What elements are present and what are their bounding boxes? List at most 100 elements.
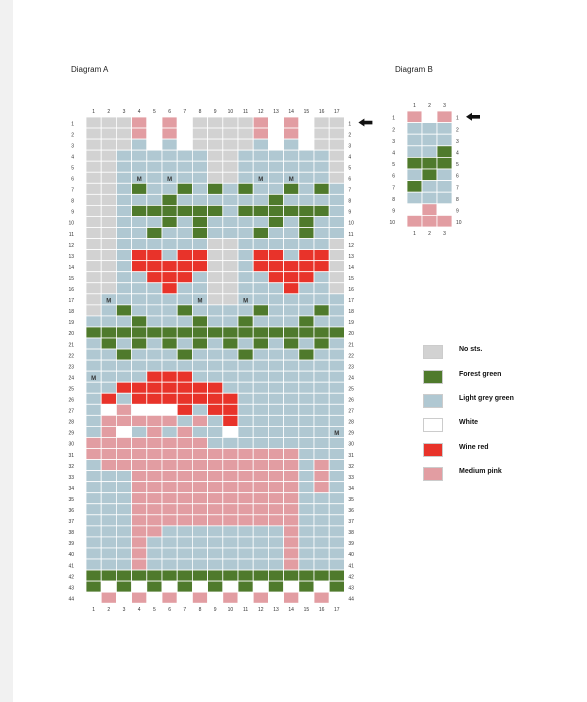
legend-label: No sts. xyxy=(459,346,483,353)
diagram-a-start-arrow-icon xyxy=(358,118,373,127)
diagram-a-right-row-number: 20 xyxy=(348,331,354,337)
diagram-a-left-row-number: 31 xyxy=(68,453,74,459)
legend-swatch-white xyxy=(423,418,443,432)
diagram-a-bottom-stitch-number: 1 xyxy=(92,607,95,613)
diagram-a-left-row-number: 10 xyxy=(68,221,74,227)
diagram-a-right-row-number: 32 xyxy=(348,464,354,470)
diagram-a-left-row-number: 17 xyxy=(68,298,74,304)
diagram-b-stitch-cell xyxy=(406,168,423,182)
marker-m-label: M xyxy=(106,298,111,304)
diagram-b-stitch-cell xyxy=(436,133,453,147)
marker-m-label: M xyxy=(334,431,339,437)
diagram-a-right-row-number: 31 xyxy=(348,453,354,459)
diagram-a-title: Diagram A xyxy=(71,65,109,74)
diagram-a-left-row-number: 27 xyxy=(68,409,74,415)
legend-swatch-no-sts- xyxy=(423,345,443,359)
diagram-b-stitch-cell xyxy=(421,203,438,216)
legend-swatch-medium-pink xyxy=(423,467,443,481)
diagram-a-top-stitch-number: 9 xyxy=(214,109,217,115)
diagram-b-stitch-cell xyxy=(406,122,423,135)
diagram-b-right-row-number: 9 xyxy=(456,209,459,215)
diagram-a-right-row-number: 17 xyxy=(348,298,354,304)
diagram-a-right-row-number: 12 xyxy=(348,243,354,249)
diagram-a-left-row-number: 13 xyxy=(68,254,74,260)
diagram-a-left-row-number: 16 xyxy=(68,287,74,293)
diagram-b-chart: 1 1 2 2 3 3 1 1 2 2 3 3 4 4 5 5 6 6 7 7 8 8 9 9 10 10 xyxy=(389,103,480,237)
diagram-a-left-row-number: 40 xyxy=(68,552,74,558)
diagram-b-stitch-cell xyxy=(406,156,423,170)
diagram-a-top-stitch-number: 2 xyxy=(107,109,110,115)
diagram-a-stitch-cell xyxy=(328,591,345,604)
diagram-b-left-row-number: 3 xyxy=(392,139,395,145)
diagram-a-left-row-number: 34 xyxy=(68,486,74,492)
diagram-b-right-row-number: 10 xyxy=(456,220,462,226)
diagram-a-bottom-stitch-number: 5 xyxy=(153,607,156,613)
diagram-a-right-row-number: 9 xyxy=(348,210,351,216)
diagram-a-top-stitch-number: 12 xyxy=(258,109,264,115)
diagram-b-left-row-number: 7 xyxy=(392,185,395,191)
diagram-a-right-row-number: 43 xyxy=(348,585,354,591)
diagram-b-stitch-cell xyxy=(406,191,423,205)
legend-label: Wine red xyxy=(459,444,489,451)
diagram-a-left-row-number: 33 xyxy=(68,475,74,481)
diagram-a-top-stitch-number: 3 xyxy=(123,109,126,115)
diagram-b-stitch-cell xyxy=(406,133,423,147)
diagram-a-left-row-number: 2 xyxy=(71,132,74,138)
legend-label: Forest green xyxy=(459,371,502,378)
marker-m-label: M xyxy=(258,177,263,183)
diagram-a-left-row-number: 9 xyxy=(71,210,74,216)
marker-m-label: M xyxy=(167,177,172,183)
diagram-a-left-row-number: 35 xyxy=(68,497,74,503)
diagram-a-right-row-number: 42 xyxy=(348,574,354,580)
diagram-b-title: Diagram B xyxy=(395,65,433,74)
diagram-a-bottom-stitch-number: 15 xyxy=(304,607,310,613)
diagram-a-bottom-stitch-number: 14 xyxy=(288,607,294,613)
diagram-b-stitch-cell xyxy=(421,180,438,193)
diagram-a-bottom-stitch-number: 13 xyxy=(273,607,279,613)
diagram-a-right-row-number: 2 xyxy=(348,132,351,138)
diagram-b-bottom-stitch-number: 3 xyxy=(443,231,446,237)
diagram-a-left-row-number: 1 xyxy=(71,121,74,127)
diagram-b-stitch-cell xyxy=(436,191,453,205)
diagram-a-right-row-number: 22 xyxy=(348,353,354,359)
diagram-a-left-row-number: 23 xyxy=(68,364,74,370)
diagram-a-right-row-number: 4 xyxy=(348,154,351,160)
diagram-a-right-row-number: 29 xyxy=(348,431,354,437)
diagram-a-right-row-number: 34 xyxy=(348,486,354,492)
diagram-b-top-stitch-number: 3 xyxy=(443,103,446,109)
diagram-a-right-row-number: 8 xyxy=(348,199,351,205)
diagram-a-bottom-stitch-number: 7 xyxy=(183,607,186,613)
diagram-b-left-row-number: 1 xyxy=(392,116,395,122)
diagram-a-left-row-number: 18 xyxy=(68,309,74,315)
diagram-b-left-row-number: 10 xyxy=(389,220,395,226)
diagram-a-top-stitch-number: 15 xyxy=(304,109,310,115)
diagram-a-left-row-number: 15 xyxy=(68,276,74,282)
diagram-a-left-row-number: 24 xyxy=(68,375,74,381)
diagram-a-left-row-number: 44 xyxy=(68,596,74,602)
diagram-a-right-row-number: 18 xyxy=(348,309,354,315)
diagram-a-top-stitch-number: 10 xyxy=(228,109,234,115)
diagram-a-left-row-number: 39 xyxy=(68,541,74,547)
diagram-a-right-row-number: 44 xyxy=(348,596,354,602)
diagram-b-right-row-number: 4 xyxy=(456,151,459,157)
diagram-a-right-row-number: 3 xyxy=(348,143,351,149)
diagram-a-left-row-number: 6 xyxy=(71,177,74,183)
diagram-a-left-row-number: 11 xyxy=(69,232,74,238)
diagram-a-left-row-number: 25 xyxy=(68,386,74,392)
diagram-a-left-row-number: 14 xyxy=(68,265,74,271)
diagram-a-bottom-stitch-number: 2 xyxy=(107,607,110,613)
diagram-a-left-row-number: 41 xyxy=(68,563,74,569)
diagram-a-top-stitch-number: 6 xyxy=(168,109,171,115)
diagram-a-bottom-stitch-number: 10 xyxy=(228,607,234,613)
diagram-a-right-row-number: 27 xyxy=(348,409,354,415)
diagram-a-right-row-number: 10 xyxy=(348,221,354,227)
diagram-a-top-stitch-number: 1 xyxy=(92,109,95,115)
diagram-b-stitch-cell xyxy=(436,110,453,124)
diagram-b-stitch-cell xyxy=(406,180,423,193)
diagram-a-right-row-number: 13 xyxy=(348,254,354,260)
diagram-a-left-row-number: 30 xyxy=(68,442,74,448)
diagram-a-left-row-number: 7 xyxy=(71,188,74,194)
diagram-b-stitch-cell xyxy=(406,203,423,216)
diagram-a-left-row-number: 37 xyxy=(68,519,74,525)
diagram-b-top-stitch-number: 2 xyxy=(428,103,431,109)
